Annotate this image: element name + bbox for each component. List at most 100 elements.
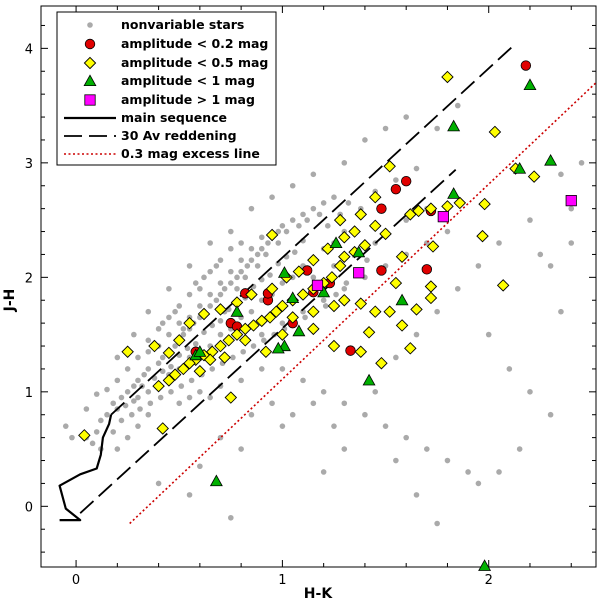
nonvariable-star-point [238,240,244,246]
amp-lt-05-star-point [338,250,351,263]
nonvariable-star-point [207,240,213,246]
nonvariable-star-point [279,423,286,429]
amp-lt-05-star-point [218,351,231,364]
nonvariable-star-point [333,291,339,298]
nonvariable-star-point [172,308,178,315]
nonvariable-star-point [304,217,310,223]
nonvariable-star-point [258,245,265,252]
nonvariable-star-point [155,360,162,367]
nonvariable-star-point [242,274,249,281]
plot-frame [40,5,597,568]
nonvariable-star-point [118,417,125,424]
amp-lt-1-star-point [523,78,537,91]
nonvariable-star-point [444,457,451,464]
nonvariable-star-point [213,263,220,269]
nonvariable-star-point [283,228,290,235]
nonvariable-star-point [147,400,154,407]
nonvariable-star-point [207,291,213,298]
legend-key-magenta-square [84,94,96,106]
nonvariable-star-point [238,257,244,263]
nonvariable-star-point [209,366,216,372]
nonvariable-star-point [238,268,244,275]
x-tick-label: 1 [278,573,286,588]
legend-label-amp-1: amplitude < 1 mag [121,73,255,88]
nonvariable-star-point [176,400,183,407]
nonvariable-star-point [145,389,152,395]
nonvariable-star-point [254,263,261,269]
nonvariable-star-point [331,194,337,200]
nonvariable-star-point [322,303,329,309]
nonvariable-star-point [118,394,125,401]
amp-lt-05-star-point [183,316,196,330]
amp-lt-05-star-point [307,253,320,267]
y-tick-label: 4 [25,42,33,57]
legend-label-excess: 0.3 mag excess line [121,146,260,161]
amp-lt-05-star-point [333,259,347,273]
nonvariable-star-point [248,308,255,315]
nonvariable-star-point [382,423,389,429]
nonvariable-star-point [403,217,409,223]
nonvariable-star-point [341,446,348,452]
nonvariable-star-point [527,389,533,395]
nonvariable-star-point [364,257,370,263]
legend-key-red-circle [84,38,96,50]
y-axis-label: J-H [2,289,18,313]
nonvariable-star-point [258,331,265,338]
nonvariable-star-point [248,411,255,418]
nonvariable-star-point [217,280,224,286]
amp-lt-05-star-point [296,288,310,301]
nonvariable-star-point [516,446,523,452]
amp-lt-05-star-point [307,305,320,318]
amp-lt-05-star-point [379,227,392,241]
nonvariable-star-point [289,217,296,223]
amp-lt-05-star-point [183,356,196,370]
amp-lt-05-star-point [338,294,351,307]
nonvariable-star-point [145,337,152,344]
nonvariable-star-point [110,400,117,407]
nonvariable-star-point [265,240,271,246]
amp-lt-05-star-point [389,276,403,290]
nonvariable-star-point [558,171,564,178]
nonvariable-star-point [537,251,544,258]
nonvariable-star-point [186,291,193,298]
nonvariable-star-point [310,171,317,178]
nonvariable-star-point [300,377,306,384]
nonvariable-star-point [114,377,121,384]
x-axis-label: H-K [304,586,334,602]
amp-lt-1-star-point [513,161,527,174]
amp-lt-05-star-point [286,311,299,324]
nonvariable-star-point [135,423,141,429]
nonvariable-star-point [137,406,143,412]
nonvariable-star-point [310,274,317,281]
nonvariable-star-point [289,411,296,418]
nonvariable-star-point [221,285,228,292]
nonvariable-star-point [302,314,308,321]
amp-lt-05-star-point [265,228,279,242]
legend-label-amp-05: amplitude < 0.5 mag [121,55,268,70]
nonvariable-star-point [240,348,246,355]
nonvariable-star-point [413,492,420,498]
amp-lt-05-star-point [162,346,176,360]
amp-lt-1-star-point [193,345,207,357]
nonvariable-star-point [228,268,234,275]
x-tick-label: 2 [485,573,493,588]
nonvariable-star-point [217,318,224,324]
nonvariable-star-point [201,274,207,281]
nonvariable-star-point [465,469,471,475]
nonvariable-star-point [382,125,389,132]
nonvariable-star-point [122,402,129,409]
amp-lt-05-star-point [168,368,182,381]
amp-lt-05-star-point [488,125,502,139]
nonvariable-star-point [197,303,203,309]
nonvariable-star-point [192,340,199,347]
amp-lt-1-star-point [292,324,306,337]
reddening-upper-line [110,43,517,416]
amp-lt-05-star-point [307,322,320,336]
amp-lt-05-star-point [404,342,417,355]
nonvariable-star-point [176,303,183,309]
nonvariable-star-point [393,177,399,183]
nonvariable-star-point [217,331,224,338]
nonvariable-star-point [93,429,100,435]
nonvariable-star-point [93,391,100,397]
